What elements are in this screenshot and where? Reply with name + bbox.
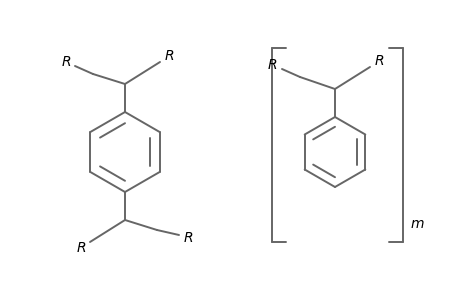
Text: R: R	[373, 54, 383, 68]
Text: R: R	[164, 49, 174, 63]
Text: R: R	[61, 55, 71, 69]
Text: m: m	[409, 217, 423, 231]
Text: R: R	[183, 231, 192, 245]
Text: R: R	[76, 241, 86, 255]
Text: R: R	[267, 58, 276, 72]
